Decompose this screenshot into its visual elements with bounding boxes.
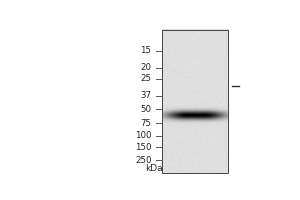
Text: 37: 37 [140,91,152,100]
Text: 25: 25 [140,74,152,83]
Text: 15: 15 [140,46,152,55]
Text: 20: 20 [140,63,152,72]
Text: 75: 75 [140,119,152,128]
Text: 250: 250 [135,156,152,165]
Text: kDa: kDa [145,164,163,173]
Text: 150: 150 [135,143,152,152]
Bar [162,30,228,173]
Text: 50: 50 [140,105,152,114]
Text: 100: 100 [135,131,152,140]
